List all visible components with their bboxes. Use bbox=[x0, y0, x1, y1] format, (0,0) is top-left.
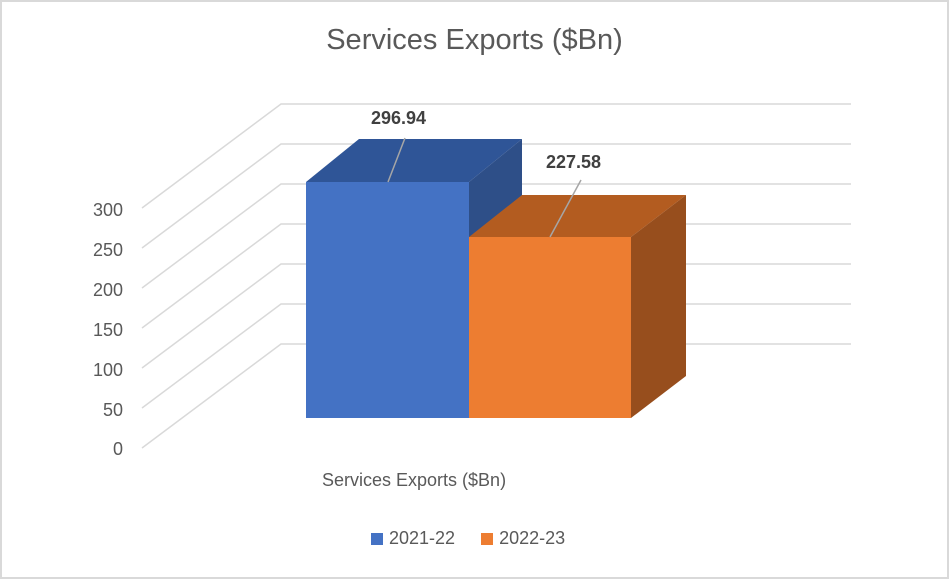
gridline-250 bbox=[141, 143, 851, 249]
y-tick-150: 150 bbox=[92, 320, 123, 340]
legend-label: 2021-22 bbox=[389, 528, 456, 548]
bar-front-face bbox=[306, 182, 469, 418]
y-tick-200: 200 bbox=[92, 280, 123, 300]
legend-swatch-orange-icon bbox=[481, 532, 494, 545]
y-tick-300: 300 bbox=[92, 200, 123, 220]
bar-2022-23[interactable] bbox=[469, 195, 686, 418]
legend-item-2021-22[interactable]: 2021-22 bbox=[371, 528, 455, 549]
bar-top-face bbox=[469, 195, 686, 237]
legend: 2021-22 2022-23 bbox=[371, 528, 591, 549]
y-tick-250: 250 bbox=[92, 240, 123, 260]
y-tick-0: 0 bbox=[112, 439, 123, 459]
gridline-200 bbox=[141, 183, 851, 289]
gridline-300 bbox=[141, 103, 851, 209]
y-tick-50: 50 bbox=[102, 400, 123, 420]
data-label-2022-23: 227.58 bbox=[546, 152, 602, 172]
category-axis-label: Services Exports ($Bn) bbox=[322, 470, 507, 490]
legend-swatch-blue-icon bbox=[371, 532, 383, 545]
data-label-2021-22: 296.94 bbox=[371, 108, 427, 128]
y-tick-100: 100 bbox=[92, 360, 123, 380]
bar-side-face bbox=[631, 195, 686, 418]
legend-label: 2022-23 bbox=[499, 528, 566, 548]
leader-line-2022-23 bbox=[549, 179, 582, 238]
leader-line-2021-22 bbox=[387, 137, 406, 183]
bar-front-face bbox=[469, 237, 631, 418]
legend-item-2022-23[interactable]: 2022-23 bbox=[481, 528, 565, 549]
bar-top-face bbox=[306, 139, 522, 182]
chart-title: Services Exports ($Bn) bbox=[326, 24, 623, 56]
